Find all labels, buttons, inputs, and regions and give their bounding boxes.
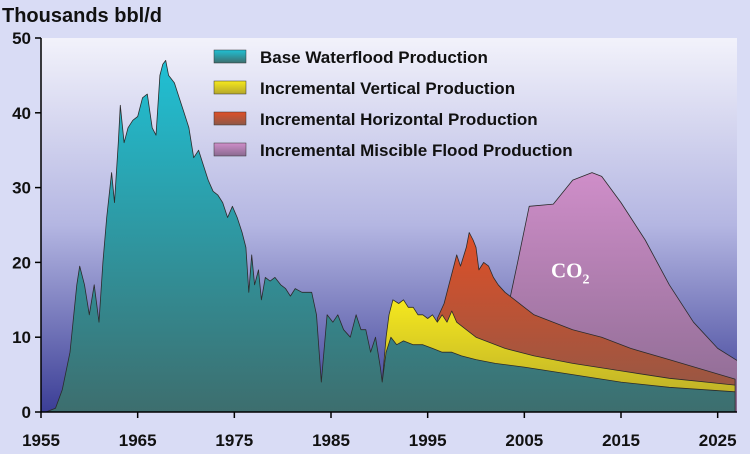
x-tick-label: 1975 [215,431,253,450]
y-axis-label: Thousands bbl/d [2,5,162,27]
x-tick-label: 1955 [22,431,60,450]
y-tick-label: 20 [12,253,31,272]
x-tick-label: 2025 [699,431,737,450]
co2-annotation: CO2 [551,258,590,287]
co2-subscript: 2 [583,272,590,287]
legend-swatch-incremental-vertical-production [213,80,247,95]
x-tick-label: 1985 [312,431,350,450]
y-tick-label: 10 [12,328,31,347]
legend-label-incremental-horizontal-production: Incremental Horizontal Production [260,110,538,129]
legend-swatch-incremental-horizontal-production [213,111,247,126]
y-tick-label: 40 [12,104,31,123]
legend-label-incremental-miscible-flood-production: Incremental Miscible Flood Production [260,141,573,160]
x-tick-label: 2015 [602,431,640,450]
area-base-waterflood-production [45,60,736,412]
x-tick-label: 2005 [505,431,543,450]
y-axis: 0 10 20 30 40 50 [12,29,41,422]
co2-text: CO [551,258,583,282]
legend-swatch-base-waterflood-production [213,49,247,64]
y-tick-label: 0 [22,403,31,422]
y-tick-label: 30 [12,179,31,198]
x-tick-label: 1995 [409,431,447,450]
area-series-group [45,60,737,412]
y-tick-label: 50 [12,29,31,48]
x-axis: 1955 1965 1975 1985 1995 2005 2015 2025 [22,412,737,450]
legend-label-incremental-vertical-production: Incremental Vertical Production [260,79,515,98]
x-tick-label: 1965 [119,431,157,450]
legend-swatch-incremental-miscible-flood-production [213,142,247,157]
legend: Base Waterflood Production Incremental Ve… [213,48,573,160]
legend-label-base-waterflood-production: Base Waterflood Production [260,48,488,67]
